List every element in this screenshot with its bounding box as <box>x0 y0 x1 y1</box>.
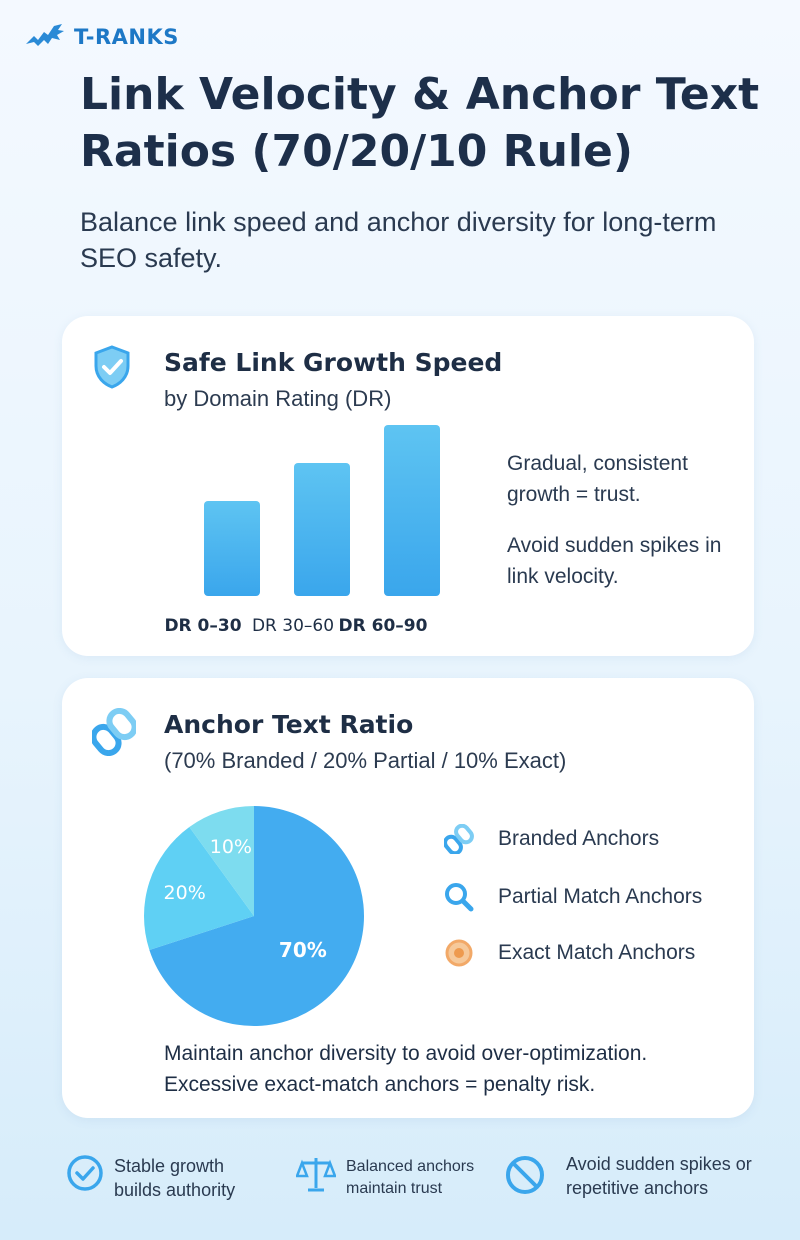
brand-name: T-RANKS <box>74 25 179 49</box>
velocity-note-2: Avoid sudden spikes in link velocity. <box>507 534 722 588</box>
pie-slice <box>189 806 254 916</box>
velocity-card-title: Safe Link Growth Speed <box>164 348 503 377</box>
wolf-logo-icon <box>26 24 64 46</box>
velocity-note-1: Gradual, consistent growth = trust. <box>507 452 688 506</box>
check-circle-icon <box>67 1155 103 1191</box>
velocity-bar-label: DR 30–60 <box>251 616 335 636</box>
velocity-bar-label: DR 60–90 <box>338 616 428 636</box>
legend-partial: Partial Match Anchors <box>442 880 702 914</box>
legend-partial-label: Partial Match Anchors <box>498 885 703 908</box>
brand-logo: T-RANKS <box>24 22 179 52</box>
pie-slice <box>144 827 254 950</box>
pie-slice-label: 20% <box>163 881 206 904</box>
footer-text-stable: Stable growth builds authority <box>114 1156 236 1200</box>
scale-icon <box>296 1158 336 1192</box>
footer-text-avoid: Avoid sudden spikes or repetitive anchor… <box>566 1154 752 1198</box>
link-velocity-card: Safe Link Growth Speed by Domain Rating … <box>62 316 754 656</box>
velocity-bar <box>294 463 350 596</box>
anchor-card-subtitle: (70% Branded / 20% Partial / 10% Exact) <box>164 748 567 773</box>
anchor-footer-line-1: Maintain anchor diversity to avoid over-… <box>164 1042 648 1065</box>
pie-slice <box>149 806 364 1026</box>
page-title: Link Velocity & Anchor Text Ratios (70/2… <box>80 69 760 177</box>
pie-slice-label: 70% <box>278 938 327 963</box>
velocity-bar <box>384 425 440 596</box>
anchor-card-title: Anchor Text Ratio <box>164 710 414 739</box>
footer-item-stable: Stable growth builds authority <box>66 1152 286 1202</box>
anchor-card-footer: Maintain anchor diversity to avoid over-… <box>164 1038 764 1100</box>
velocity-bar <box>204 501 260 596</box>
anchor-ratio-card: Anchor Text Ratio (70% Branded / 20% Par… <box>62 678 754 1118</box>
prohibited-icon <box>506 1156 544 1194</box>
anchor-footer-line-2: Excessive exact-match anchors = penalty … <box>164 1073 596 1096</box>
footer-item-avoid: Avoid sudden spikes or repetitive anchor… <box>504 1152 764 1200</box>
legend-branded: Branded Anchors <box>442 822 659 856</box>
anchor-pie-chart <box>144 806 364 1026</box>
chain-link-icon <box>92 708 136 756</box>
legend-exact: Exact Match Anchors <box>442 936 695 970</box>
pie-slice-label: 10% <box>209 835 252 858</box>
velocity-bar-label: DR 0–30 <box>164 616 242 636</box>
legend-exact-label: Exact Match Anchors <box>498 941 696 964</box>
velocity-card-subtitle: by Domain Rating (DR) <box>164 386 392 411</box>
shield-check-icon <box>94 345 130 389</box>
footer-text-balanced: Balanced anchors maintain trust <box>346 1158 475 1197</box>
legend-branded-label: Branded Anchors <box>498 827 660 850</box>
page-subtitle: Balance link speed and anchor diversity … <box>80 207 717 273</box>
footer-item-balanced: Balanced anchors maintain trust <box>296 1152 496 1200</box>
search-icon <box>445 883 474 912</box>
link-icon <box>444 824 474 854</box>
target-icon <box>445 939 473 967</box>
